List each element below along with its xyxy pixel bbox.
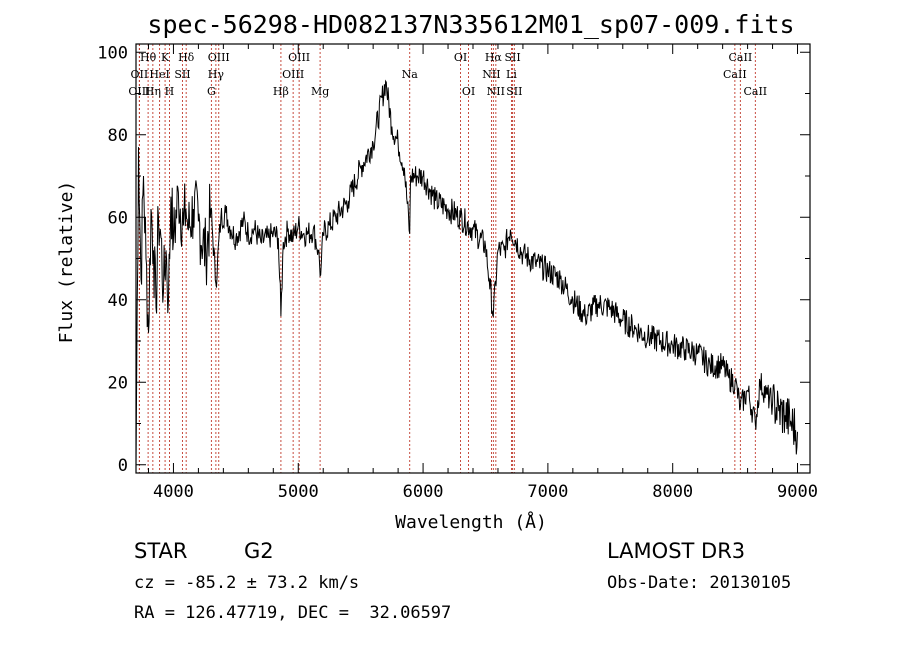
marker-label-8: H (165, 85, 175, 98)
marker-label-26: CaII (723, 68, 747, 81)
y-tick-label-4: 80 (108, 126, 128, 146)
plot-frame (135, 43, 811, 474)
x-tick-label-3: 7000 (527, 482, 568, 502)
marker-label-25: CaII (729, 51, 753, 64)
y-tick-label-3: 60 (108, 208, 128, 228)
marker-label-24: SII (506, 85, 522, 98)
marker-label-17: OI (454, 51, 467, 64)
marker-label-27: CaII (743, 85, 767, 98)
marker-label-20: SII (504, 51, 520, 64)
chart-title: spec-56298-HD082137N335612M01_sp07-009.f… (147, 10, 794, 39)
x-tick-label-1: 5000 (278, 482, 319, 502)
y-tick-label-1: 20 (108, 373, 128, 393)
object-subclass: G2 (244, 539, 274, 563)
marker-label-7: SII (174, 68, 190, 81)
x-axis-ticks: 4000 5000 6000 7000 8000 9000 (147, 44, 818, 502)
marker-label-21: NII (482, 68, 500, 81)
y-axis-label: Flux (relative) (56, 181, 77, 344)
marker-label-6: Hδ (178, 51, 195, 64)
y-tick-label-2: 40 (108, 291, 128, 311)
marker-label-11: G (207, 85, 216, 98)
marker-label-10: Hγ (208, 68, 225, 81)
marker-label-12: OIII (288, 51, 310, 64)
survey-name: LAMOST DR3 (607, 539, 746, 563)
redshift-cz: cz = -85.2 ± 73.2 km/s (134, 573, 360, 593)
emission-line-markers (138, 44, 756, 473)
marker-label-22: Li (506, 68, 517, 81)
marker-label-15: Mg (311, 85, 329, 98)
marker-label-3: K (161, 51, 170, 64)
y-tick-label-5: 100 (97, 43, 128, 63)
marker-label-19: Hα (485, 51, 503, 64)
x-tick-label-5: 9000 (777, 482, 818, 502)
marker-label-23: NII (487, 85, 505, 98)
marker-label-18: OI (462, 85, 475, 98)
x-tick-label-4: 8000 (652, 482, 693, 502)
marker-label-1: OII (131, 68, 149, 81)
marker-label-0: Hθ (140, 51, 157, 64)
marker-label-16: Na (402, 68, 419, 81)
x-tick-label-2: 6000 (403, 482, 444, 502)
y-tick-label-0: 0 (118, 456, 128, 476)
x-axis-label: Wavelength (Å) (395, 511, 547, 533)
coordinates: RA = 126.47719, DEC = 32.06597 (134, 603, 452, 623)
observation-date: Obs-Date: 20130105 (607, 573, 792, 593)
marker-label-9: OIII (208, 51, 230, 64)
emission-line-labels: Hθ OII OIII K HeI Hη Hδ SII H OIII Hγ G OIII OIII Hβ Mg… (128, 51, 767, 98)
series-group (135, 79, 798, 465)
marker-label-4: HeI (149, 68, 169, 81)
object-class: STAR (134, 539, 188, 563)
marker-label-13: OIII (282, 68, 304, 81)
x-tick-label-0: 4000 (153, 482, 194, 502)
marker-label-2: OIII (128, 85, 150, 98)
marker-label-5: Hη (145, 85, 161, 98)
y-axis-ticks: 0 20 40 60 80 100 (97, 43, 810, 476)
series-spectrum (135, 79, 798, 465)
marker-label-14: Hβ (273, 85, 289, 98)
